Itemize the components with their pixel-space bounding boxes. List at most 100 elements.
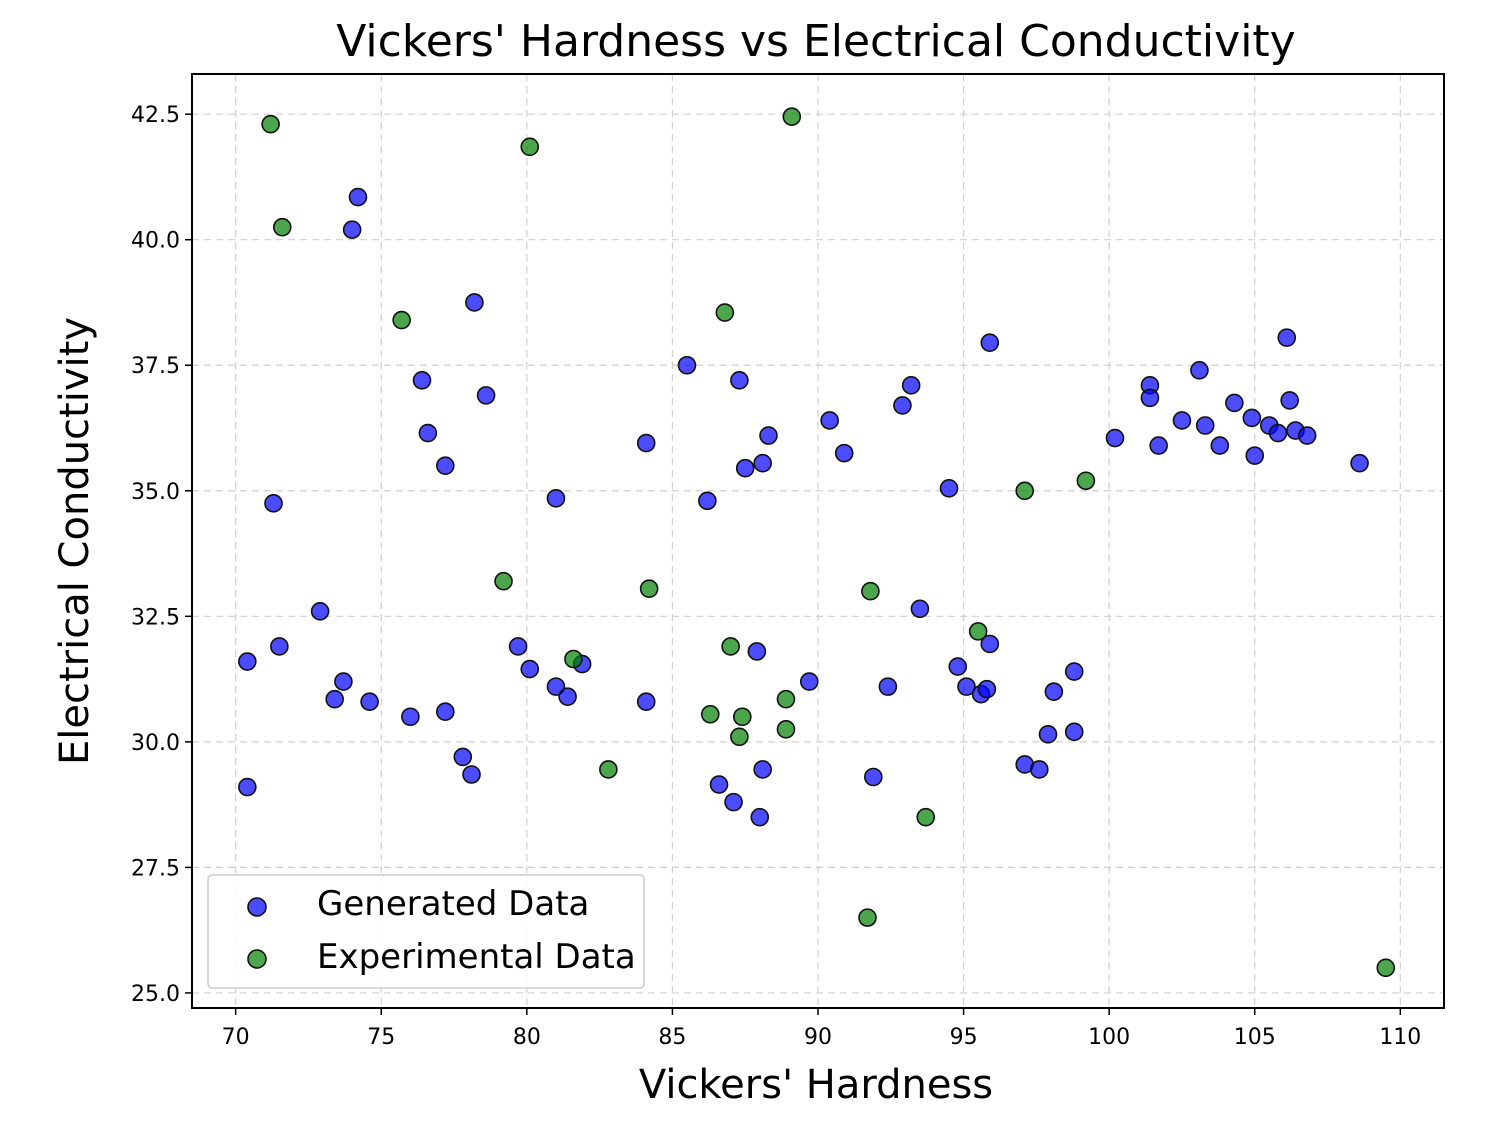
data-point bbox=[977, 679, 997, 699]
data-point bbox=[476, 386, 496, 405]
y-tick-label: 35.0 bbox=[131, 480, 180, 505]
y-tick-label: 30.0 bbox=[131, 731, 180, 756]
data-point bbox=[636, 692, 656, 711]
data-point bbox=[546, 677, 566, 696]
data-point bbox=[1140, 388, 1160, 408]
data-point bbox=[677, 355, 697, 375]
data-point bbox=[453, 747, 473, 767]
x-tick-label: 95 bbox=[950, 1025, 978, 1050]
data-point bbox=[520, 659, 540, 679]
data-point bbox=[709, 775, 729, 794]
data-point bbox=[508, 637, 528, 656]
data-point bbox=[753, 453, 772, 473]
data-point bbox=[721, 637, 740, 656]
y-tick-label: 40.0 bbox=[131, 229, 180, 254]
data-point bbox=[412, 371, 432, 390]
x-tick-label: 90 bbox=[804, 1025, 832, 1050]
legend-label-experimental: Experimental Data bbox=[317, 937, 636, 977]
data-point bbox=[1210, 436, 1230, 455]
data-point bbox=[864, 767, 883, 787]
data-point bbox=[325, 689, 344, 709]
data-point bbox=[436, 702, 455, 722]
series-experimental bbox=[261, 107, 1396, 978]
data-point bbox=[1268, 423, 1288, 443]
data-point bbox=[980, 634, 1000, 654]
data-point bbox=[392, 310, 411, 330]
data-point bbox=[599, 760, 618, 779]
data-point bbox=[759, 426, 778, 445]
data-point bbox=[910, 599, 930, 619]
data-point bbox=[1105, 428, 1125, 448]
y-tick-label: 27.5 bbox=[131, 856, 180, 881]
data-point bbox=[342, 220, 362, 239]
legend-marker-generated bbox=[247, 897, 267, 917]
data-point bbox=[348, 187, 368, 207]
data-point bbox=[238, 777, 257, 797]
data-point bbox=[1076, 471, 1096, 491]
data-point bbox=[968, 622, 988, 641]
data-point bbox=[916, 807, 936, 827]
data-point bbox=[980, 333, 1000, 352]
y-tick-label: 37.5 bbox=[131, 354, 180, 379]
x-tick-label: 105 bbox=[1234, 1025, 1276, 1050]
y-tick-label: 32.5 bbox=[131, 605, 180, 630]
data-point bbox=[1044, 682, 1064, 701]
data-point bbox=[310, 602, 330, 621]
data-point bbox=[878, 677, 898, 696]
x-tick-label: 100 bbox=[1088, 1025, 1130, 1050]
data-point bbox=[261, 114, 280, 134]
data-point bbox=[730, 727, 749, 747]
data-point bbox=[636, 433, 656, 453]
data-point bbox=[1280, 391, 1299, 410]
data-point bbox=[494, 571, 513, 591]
chart-title: Vickers' Hardness vs Electrical Conducti… bbox=[336, 16, 1295, 67]
data-point bbox=[639, 579, 659, 599]
x-axis-label: Vickers' Hardness bbox=[639, 1062, 993, 1108]
data-point bbox=[1195, 416, 1215, 435]
data-points bbox=[238, 107, 1396, 978]
y-tick-label: 25.0 bbox=[131, 982, 180, 1007]
legend-box bbox=[207, 874, 645, 989]
data-point bbox=[776, 689, 796, 709]
data-point bbox=[418, 423, 438, 443]
x-tick-label: 80 bbox=[513, 1025, 541, 1050]
data-point bbox=[782, 107, 802, 126]
data-point bbox=[564, 649, 583, 669]
data-point bbox=[724, 792, 743, 812]
data-point bbox=[1064, 662, 1084, 681]
data-point bbox=[939, 478, 959, 498]
data-point bbox=[401, 707, 420, 727]
data-point bbox=[1350, 453, 1369, 473]
data-point bbox=[901, 376, 921, 395]
grid-lines bbox=[192, 74, 1444, 1008]
data-point bbox=[730, 371, 749, 390]
x-tick-label: 75 bbox=[367, 1025, 395, 1050]
x-tick-label: 85 bbox=[658, 1025, 686, 1050]
data-point bbox=[732, 707, 752, 727]
data-point bbox=[1172, 411, 1192, 430]
data-point bbox=[558, 687, 577, 706]
x-tick-label: 70 bbox=[222, 1025, 250, 1050]
y-axis-label: Electrical Conductivity bbox=[52, 317, 98, 765]
data-point bbox=[270, 637, 289, 656]
legend-label-generated: Generated Data bbox=[317, 884, 589, 924]
data-point bbox=[334, 672, 353, 691]
data-point bbox=[1149, 436, 1168, 455]
data-point bbox=[893, 396, 912, 415]
data-point bbox=[698, 491, 717, 511]
data-point bbox=[360, 692, 379, 711]
data-point bbox=[1190, 360, 1209, 380]
data-point bbox=[1376, 958, 1396, 978]
data-point bbox=[1242, 408, 1262, 428]
data-point bbox=[264, 494, 283, 513]
data-point bbox=[1297, 426, 1317, 445]
series-generated bbox=[238, 187, 1369, 827]
y-tick-label: 42.5 bbox=[131, 103, 180, 128]
data-point bbox=[1245, 446, 1265, 465]
data-point bbox=[700, 704, 720, 724]
data-point bbox=[820, 411, 839, 430]
data-point bbox=[462, 765, 481, 784]
data-point bbox=[861, 581, 880, 601]
data-point bbox=[747, 642, 767, 661]
